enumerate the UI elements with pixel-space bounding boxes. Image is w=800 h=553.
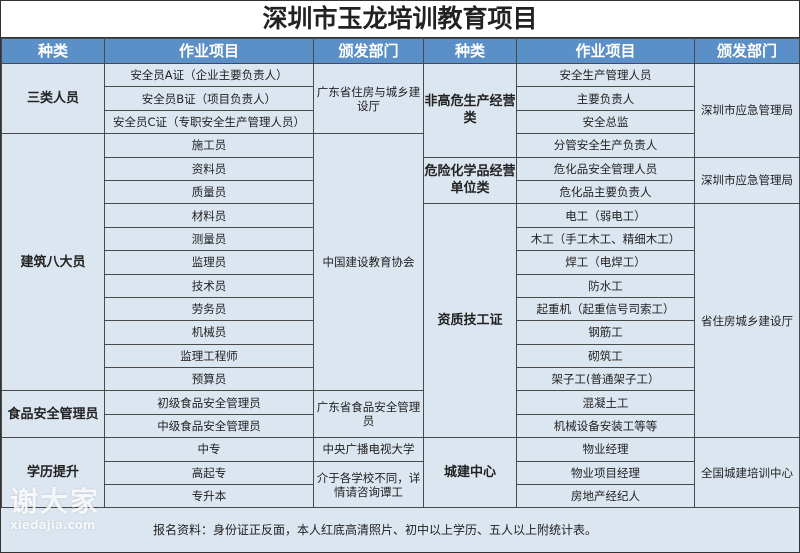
item-cell: 焊工（电焊工）	[516, 250, 695, 275]
table-row: 资料员 危险化学品经营单位类 危化品安全管理人员 深圳市应急管理局	[2, 156, 800, 205]
item-cell: 初级食品安全管理员	[104, 390, 314, 415]
header-item: 作业项目	[104, 38, 314, 64]
item-cell: 安全员A证（企业主要负责人）	[104, 62, 314, 88]
issuer-cell: 广东省食品安全管理员	[313, 390, 424, 439]
item-cell: 起重机（起重信号司索工）	[516, 296, 695, 322]
table-row: 三类人员 安全员A证（企业主要负责人） 广东省住房与城乡建设厅 非高危生产经营类 安全生…	[1, 62, 800, 158]
category-cell: 资质技工证	[423, 203, 517, 439]
item-cell: 钢筋工	[516, 320, 695, 345]
item-cell: 安全员B证（项目负责人）	[104, 86, 314, 111]
item-cell: 架子工(普通架子工）	[516, 367, 695, 392]
issuer-cell: 中央广播电视大学	[313, 437, 424, 462]
item-cell: 危化品安全管理人员	[516, 156, 695, 181]
item-cell: 质量员	[104, 179, 314, 205]
category-cell: 学历提升	[1, 437, 105, 509]
item-cell: 木工（手工木工、精细木工）	[516, 226, 695, 252]
item-cell: 物业经理	[516, 437, 695, 462]
item-cell: 监理员	[104, 250, 314, 275]
item-cell: 混凝土工	[516, 390, 695, 415]
item-cell: 中专	[104, 437, 314, 462]
item-cell: 安全生产管理人员	[516, 62, 695, 88]
header-row: 种类 作业项目 颁发部门 种类 作业项目 颁发部门	[1, 38, 800, 64]
footer-note: 报名资料：身份证正反面，本人红底高清照片、初中以上学历、五人以上附统计表。	[1, 508, 799, 553]
table-row: 学历提升 中专 中央广播电视大学 城建中心 物业经理 全国城建培训中心	[1, 437, 800, 509]
header-issuer: 颁发部门	[313, 38, 424, 64]
table-row: 机械员 钢筋工	[2, 320, 800, 345]
item-cell: 劳务员	[104, 296, 314, 322]
item-cell: 防水工	[516, 273, 695, 298]
watermark-logo: 谢大家 xiedajia.com	[10, 485, 101, 533]
item-cell: 预算员	[104, 367, 314, 392]
item-cell: 材料员	[104, 203, 314, 228]
category-cell: 食品安全管理员	[1, 390, 105, 439]
category-cell: 建筑八大员	[1, 133, 105, 392]
item-cell: 资料员	[104, 156, 314, 181]
table-row: 高起专 介于各学校不同，详情请咨询谭工 物业项目经理	[2, 460, 800, 509]
category-cell: 非高危生产经营类	[423, 63, 517, 158]
item-cell: 分管安全生产负责人	[516, 133, 695, 158]
item-cell: 监理工程师	[104, 343, 314, 369]
item-cell: 危化品主要负责人	[516, 179, 695, 205]
table-row: 食品安全管理员 初级食品安全管理员 广东省食品安全管理员 混凝土工	[1, 390, 800, 439]
issuer-cell: 中国建设教育协会	[313, 133, 424, 392]
issuer-cell: 全国城建培训中心	[694, 437, 800, 509]
table-row: 技术员 防水工	[2, 273, 800, 298]
table-row: 专升本 房地产经纪人	[2, 484, 800, 509]
item-cell: 电工（弱电工）	[516, 203, 695, 228]
item-cell: 专升本	[104, 484, 314, 509]
item-cell: 中级食品安全管理员	[104, 413, 314, 439]
training-table: 种类 作业项目 颁发部门 种类 作业项目 颁发部门 三类人员 安全员A证（企业主要…	[1, 38, 800, 509]
header-issuer: 颁发部门	[694, 38, 800, 64]
item-cell: 机械设备安装工等等	[516, 413, 695, 439]
header-category: 种类	[423, 38, 517, 64]
watermark-main: 谢大家	[10, 485, 101, 518]
watermark-sub: xiedajia.com	[10, 518, 96, 532]
item-cell: 砌筑工	[516, 343, 695, 369]
item-cell: 技术员	[104, 273, 314, 298]
item-cell: 房地产经纪人	[516, 484, 695, 509]
category-cell: 三类人员	[1, 62, 105, 135]
category-cell: 危险化学品经营单位类	[423, 156, 517, 205]
item-cell: 测量员	[104, 226, 314, 252]
page-title: 深圳市玉龙培训教育项目	[1, 1, 799, 38]
table-row: 安全员C证（专职安全生产管理人员） 安全总监	[2, 109, 800, 135]
item-cell: 施工员	[104, 133, 314, 158]
issuer-cell: 介于各学校不同，详情请咨询谭工	[313, 460, 424, 509]
issuer-cell: 省住房城乡建设厅	[694, 203, 800, 439]
issuer-cell: 深圳市应急管理局	[694, 156, 800, 205]
table-row: 安全员B证（项目负责人） 主要负责人	[2, 86, 800, 111]
table-row: 预算员 架子工(普通架子工）	[2, 367, 800, 392]
item-cell: 安全员C证（专职安全生产管理人员）	[104, 109, 314, 135]
item-cell: 高起专	[104, 460, 314, 486]
table-row: 测量员 木工（手工木工、精细木工）	[2, 226, 800, 252]
item-cell: 主要负责人	[516, 86, 695, 111]
table-row: 劳务员 起重机（起重信号司索工）	[2, 296, 800, 322]
item-cell: 机械员	[104, 320, 314, 345]
header-category: 种类	[1, 38, 105, 64]
item-cell: 物业项目经理	[516, 460, 695, 486]
table-row: 建筑八大员 施工员 中国建设教育协会 分管安全生产负责人	[1, 133, 800, 392]
issuer-cell: 广东省住房与城乡建设厅	[313, 62, 424, 135]
item-cell: 安全总监	[516, 109, 695, 135]
issuer-cell: 深圳市应急管理局	[694, 63, 800, 158]
category-cell: 城建中心	[423, 437, 517, 509]
table-row: 监理员 焊工（电焊工）	[2, 250, 800, 275]
table-row: 监理工程师 砌筑工	[2, 343, 800, 369]
table-row: 中级食品安全管理员 机械设备安装工等等	[2, 413, 800, 439]
header-item: 作业项目	[516, 38, 695, 64]
